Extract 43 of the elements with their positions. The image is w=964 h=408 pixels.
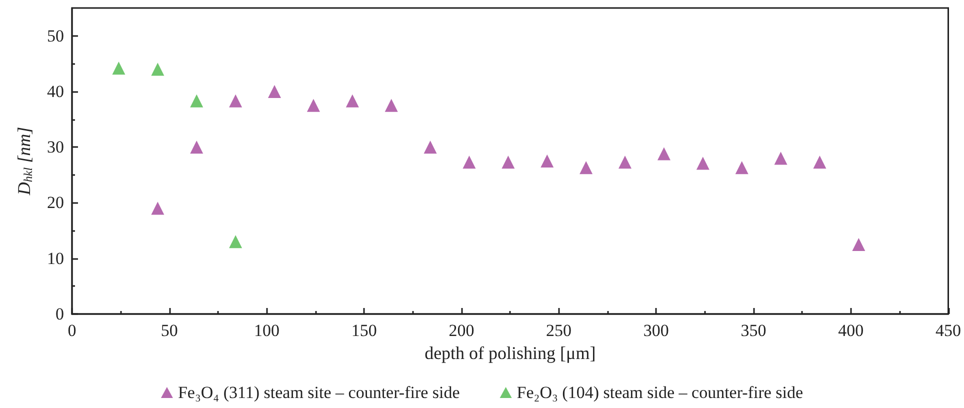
- x-axis-title: depth of polishing [μm]: [424, 342, 596, 363]
- x-tick-label: 300: [643, 321, 669, 340]
- x-tick-label: 100: [254, 321, 280, 340]
- y-axis-title: Dhkl [nm]: [14, 126, 35, 196]
- point: [229, 94, 242, 108]
- point: [151, 202, 164, 215]
- y-tick-label: 20: [47, 193, 64, 212]
- point: [540, 154, 554, 168]
- point: [462, 156, 476, 169]
- y-tick-label: 0: [56, 304, 64, 324]
- point: [696, 156, 710, 170]
- x-tick-label: 50: [160, 321, 178, 340]
- y-tick-label: 30: [47, 138, 64, 157]
- point: [229, 235, 242, 248]
- point: [657, 147, 670, 160]
- point: [618, 156, 632, 169]
- x-tick-label: 400: [838, 321, 864, 340]
- x-tick-label: 0: [68, 321, 76, 340]
- legend-label: Fe₂O₃ (104) steam side – counter-fire side: [516, 383, 804, 402]
- point: [580, 161, 593, 174]
- point: [502, 156, 515, 169]
- x-tick-label: 250: [546, 321, 572, 340]
- point: [346, 94, 359, 108]
- x-tick-label: 150: [351, 321, 377, 340]
- point: [774, 152, 788, 165]
- point: [112, 62, 126, 75]
- point: [151, 62, 164, 76]
- point: [735, 161, 748, 174]
- point: [384, 98, 398, 112]
- y-tick-label: 40: [47, 82, 64, 101]
- point: [190, 140, 204, 154]
- point: [424, 140, 437, 154]
- y-tick-label: 50: [47, 26, 64, 46]
- legend-label: Fe₃O₄ (311) steam site – counter-fire side: [178, 383, 460, 402]
- x-tick-label: 450: [936, 321, 961, 340]
- y-tick-label: 10: [47, 248, 64, 268]
- point: [268, 84, 282, 98]
- x-tick-label: 350: [740, 321, 766, 340]
- point: [852, 238, 866, 251]
- point: [813, 156, 826, 169]
- x-tick-label: 200: [448, 321, 474, 340]
- point: [306, 98, 320, 112]
- point: [190, 94, 204, 108]
